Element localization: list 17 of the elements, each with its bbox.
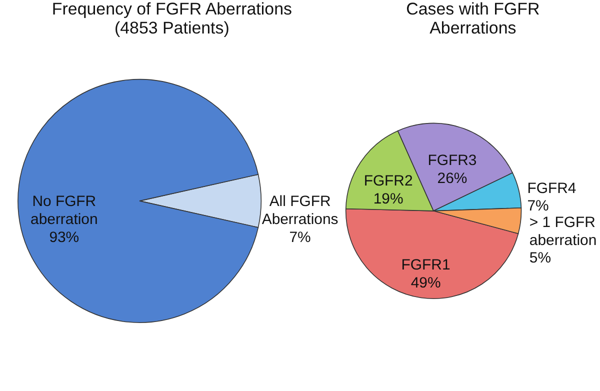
data-label: 49% [410,274,441,292]
slice-label: FGFR1 [401,256,450,274]
data-label: 7% [289,228,311,246]
data-label: 19% [373,190,404,208]
data-label: 26% [437,170,468,187]
slice-label: No FGFR aberration [30,192,98,228]
slice-label: All FGFR Aberrations [262,192,338,228]
data-label: 5% [529,250,552,267]
slice-label: FGFR3 [428,152,477,169]
pie-slice [18,79,259,323]
data-label: 93% [49,228,80,246]
slice-label: FGFR2 [364,172,413,190]
chart-title: Cases with FGFR Aberrations [406,0,540,38]
chart-title: Frequency of FGFR Aberrations (4853 Patients) [52,0,292,38]
slice-label: FGFR4 [527,180,576,197]
slice-label: > 1 FGFR aberration [529,214,597,249]
data-label: 7% [527,198,549,215]
